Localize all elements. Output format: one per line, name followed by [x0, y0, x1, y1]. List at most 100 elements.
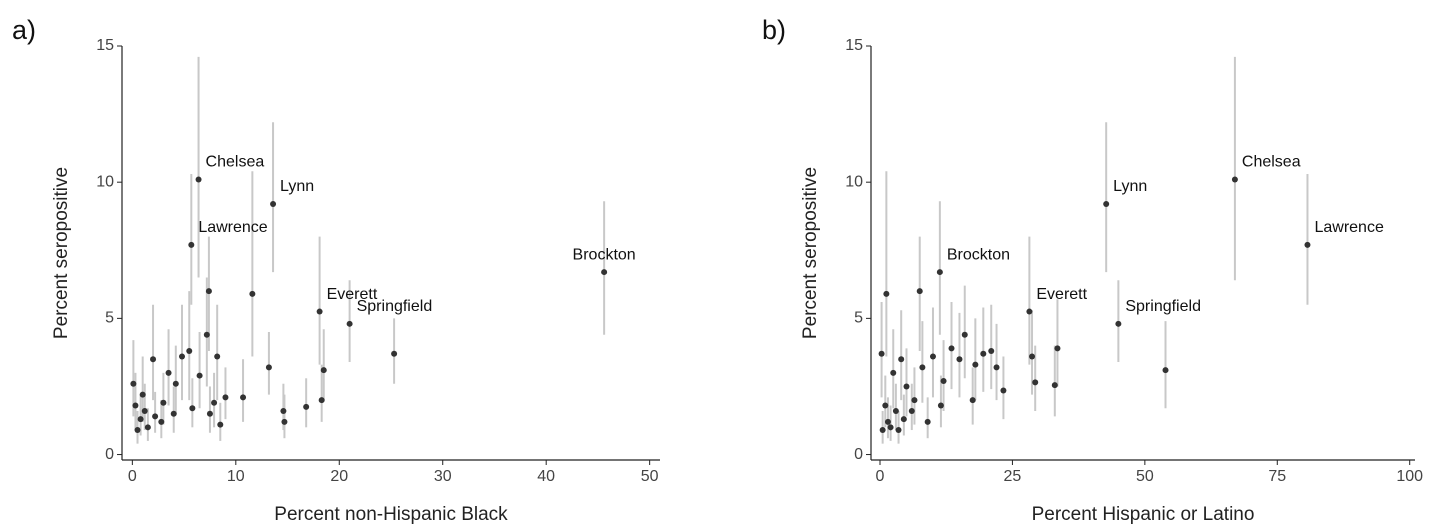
point: [940, 378, 947, 385]
point-label: Everett: [327, 286, 378, 303]
point: [988, 348, 995, 355]
point: [188, 241, 195, 248]
point: [929, 353, 936, 360]
x-tick-label: 25: [1004, 468, 1022, 485]
x-tick-label: 50: [641, 468, 659, 485]
point: [150, 356, 157, 363]
y-tick-label: 10: [845, 173, 863, 190]
point: [1026, 308, 1033, 315]
point: [240, 394, 247, 401]
point: [890, 369, 897, 376]
point: [601, 269, 608, 276]
y-axis-title: Percent seropositive: [800, 167, 821, 339]
y-tick-label: 10: [96, 173, 114, 190]
point: [130, 380, 137, 387]
point: [1000, 387, 1007, 394]
point: [911, 397, 918, 404]
point-label: Lawrence: [1314, 219, 1383, 236]
point: [137, 416, 144, 423]
point-label: Lynn: [1113, 178, 1147, 195]
point: [878, 350, 885, 357]
point: [303, 403, 310, 410]
point: [249, 290, 256, 297]
y-tick-label: 5: [105, 310, 114, 327]
point-label: Lynn: [280, 178, 314, 195]
point: [189, 405, 196, 412]
point: [898, 356, 905, 363]
point: [391, 350, 398, 357]
point-label: Brockton: [573, 246, 636, 263]
point: [205, 288, 212, 295]
y-tick-label: 15: [96, 37, 114, 54]
point: [318, 397, 325, 404]
x-tick-label: 20: [330, 468, 348, 485]
point: [1304, 241, 1311, 248]
point: [270, 200, 277, 207]
point: [1231, 176, 1238, 183]
point-label: Brockton: [947, 246, 1010, 263]
point: [139, 391, 146, 398]
point: [316, 308, 323, 315]
point: [211, 399, 218, 406]
point: [924, 418, 931, 425]
x-tick-label: 75: [1268, 468, 1286, 485]
point: [948, 345, 955, 352]
point: [882, 402, 889, 409]
point: [1051, 382, 1058, 389]
y-tick-label: 15: [845, 37, 863, 54]
point: [214, 353, 221, 360]
x-axis-title: Percent Hispanic or Latino: [1032, 504, 1255, 525]
point: [160, 399, 167, 406]
point: [972, 361, 979, 368]
x-tick-label: 10: [227, 468, 245, 485]
point: [206, 410, 213, 417]
panel-label: a): [12, 15, 36, 45]
point: [961, 331, 968, 338]
point: [320, 367, 327, 374]
point: [141, 407, 148, 414]
point-label: Springfield: [1125, 298, 1201, 315]
x-axis-title: Percent non-Hispanic Black: [274, 504, 508, 525]
y-tick-label: 0: [105, 446, 114, 463]
point-label: Chelsea: [1242, 154, 1301, 171]
x-tick-label: 50: [1136, 468, 1154, 485]
point: [879, 427, 886, 434]
x-tick-label: 0: [128, 468, 137, 485]
point: [196, 372, 203, 379]
point: [903, 383, 910, 390]
point: [916, 288, 923, 295]
point: [346, 320, 353, 327]
point: [908, 407, 915, 414]
point: [281, 418, 288, 425]
point: [280, 407, 287, 414]
point: [1032, 379, 1039, 386]
point: [900, 416, 907, 423]
y-tick-label: 0: [854, 446, 863, 463]
point: [165, 369, 172, 376]
point: [158, 418, 165, 425]
point: [152, 413, 159, 420]
point: [980, 350, 987, 357]
point: [895, 427, 902, 434]
point: [993, 364, 1000, 371]
point: [887, 424, 894, 431]
point: [1162, 367, 1169, 374]
point: [956, 356, 963, 363]
point: [883, 290, 890, 297]
point-label: Everett: [1036, 286, 1087, 303]
point: [132, 402, 139, 409]
x-tick-label: 30: [434, 468, 452, 485]
point: [919, 364, 926, 371]
point: [1054, 345, 1061, 352]
y-tick-label: 5: [854, 310, 863, 327]
point: [265, 364, 272, 371]
point: [892, 407, 899, 414]
point: [1029, 353, 1036, 360]
point: [172, 380, 179, 387]
point: [144, 424, 151, 431]
point: [937, 402, 944, 409]
point: [186, 348, 193, 355]
point: [222, 394, 229, 401]
x-tick-label: 40: [537, 468, 555, 485]
